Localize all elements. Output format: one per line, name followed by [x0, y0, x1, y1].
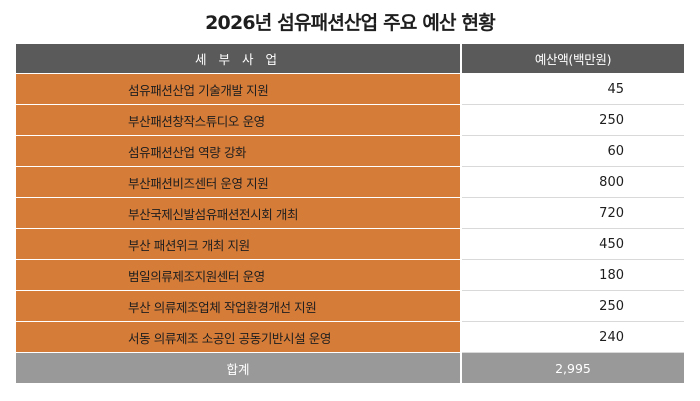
- table-header-row: 세 부 사 업 예산액(백만원): [16, 44, 684, 74]
- table-row: 부산국제신발섬유패션전시회 개최 720: [16, 197, 684, 229]
- budget-value: 45: [461, 73, 684, 105]
- total-value: 2,995: [461, 352, 684, 383]
- table-row: 부산 패션위크 개최 지원 450: [16, 228, 684, 260]
- table-row: 섬유패션산업 기술개발 지원 45: [16, 73, 684, 105]
- budget-value: 250: [461, 290, 684, 322]
- project-name: 부산패션비즈센터 운영 지원: [16, 166, 462, 198]
- budget-value: 800: [461, 166, 684, 198]
- project-name: 범일의류제조지원센터 운영: [16, 259, 462, 291]
- budget-table: 세 부 사 업 예산액(백만원) 섬유패션산업 기술개발 지원 45 부산패션창…: [16, 44, 684, 383]
- project-name: 부산패션창작스튜디오 운영: [16, 104, 462, 136]
- table-row: 범일의류제조지원센터 운영 180: [16, 259, 684, 291]
- budget-value: 720: [461, 197, 684, 229]
- budget-value: 240: [461, 321, 684, 353]
- budget-value: 180: [461, 259, 684, 291]
- project-name: 서동 의류제조 소공인 공동기반시설 운영: [16, 321, 462, 353]
- project-name: 섬유패션산업 역량 강화: [16, 135, 462, 167]
- table-row: 부산패션비즈센터 운영 지원 800: [16, 166, 684, 198]
- budget-value: 450: [461, 228, 684, 260]
- header-budget: 예산액(백만원): [461, 44, 684, 74]
- budget-value: 250: [461, 104, 684, 136]
- project-name: 부산국제신발섬유패션전시회 개최: [16, 197, 462, 229]
- budget-value: 60: [461, 135, 684, 167]
- total-label: 합계: [16, 352, 462, 383]
- table-row: 부산패션창작스튜디오 운영 250: [16, 104, 684, 136]
- project-name: 섬유패션산업 기술개발 지원: [16, 73, 462, 105]
- table-row: 부산 의류제조업체 작업환경개선 지원 250: [16, 290, 684, 322]
- project-name: 부산 패션위크 개최 지원: [16, 228, 462, 260]
- project-name: 부산 의류제조업체 작업환경개선 지원: [16, 290, 462, 322]
- table-row: 서동 의류제조 소공인 공동기반시설 운영 240: [16, 321, 684, 353]
- page-title: 2026년 섬유패션산업 주요 예산 현황: [205, 12, 496, 34]
- table-row: 섬유패션산업 역량 강화 60: [16, 135, 684, 167]
- header-project: 세 부 사 업: [16, 44, 462, 74]
- total-row: 합계 2,995: [16, 352, 684, 383]
